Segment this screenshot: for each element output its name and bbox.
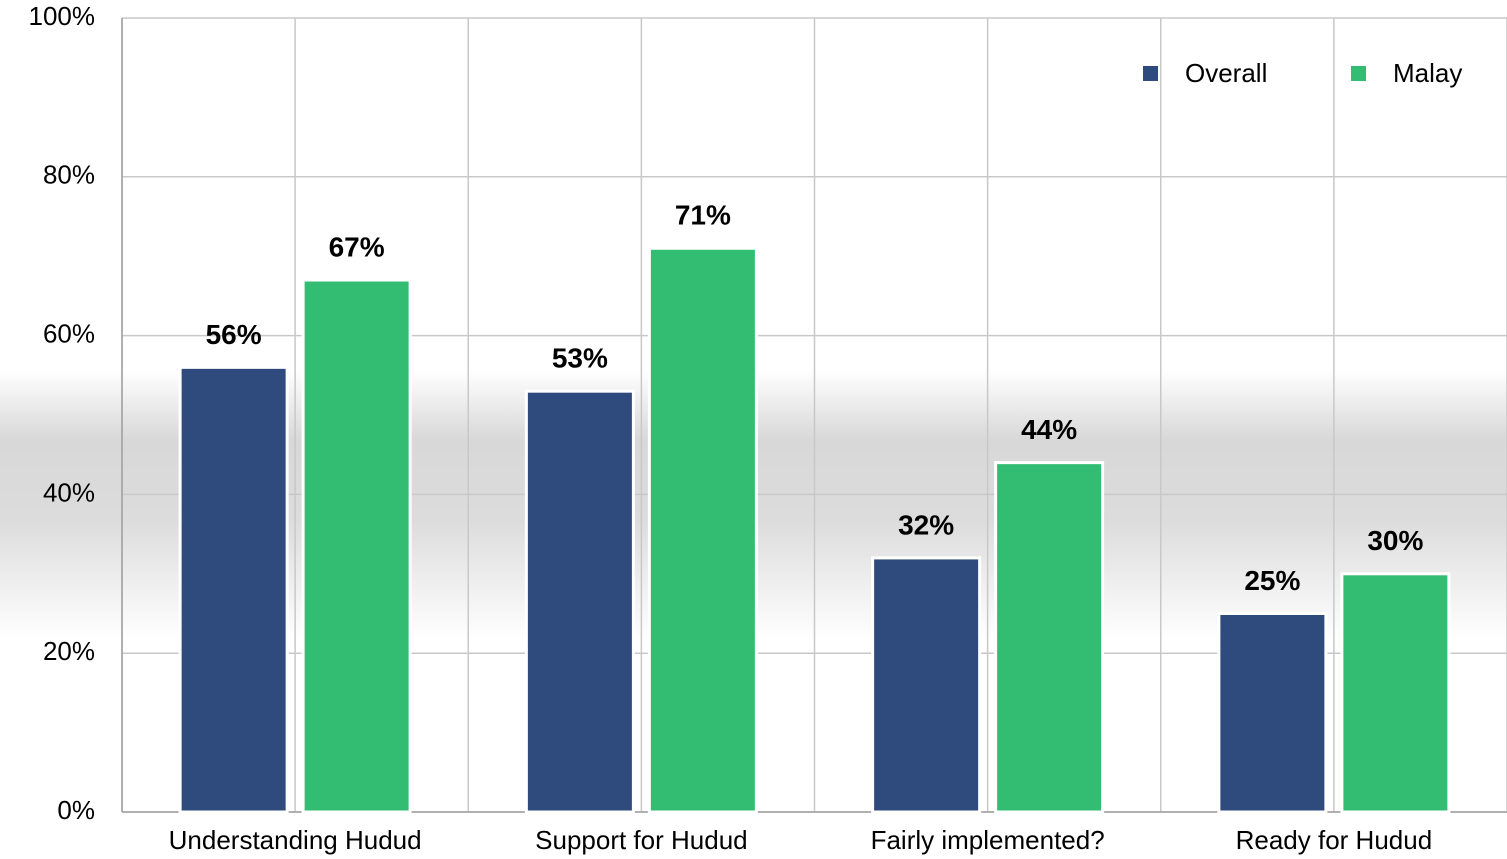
bar [1340,572,1451,814]
x-tick-label: Fairly implemented? [871,825,1105,855]
bar [871,556,982,814]
x-tick-label: Understanding Hudud [169,825,422,855]
y-tick-label: 0% [57,795,95,825]
y-tick-label: 40% [43,477,95,507]
data-label: 67% [329,231,385,262]
legend-swatch [1141,64,1160,83]
bar [524,389,635,814]
bar [994,461,1105,814]
legend-label: Overall [1185,58,1267,88]
data-label: 44% [1021,414,1077,445]
bar [1217,612,1328,814]
data-label: 30% [1367,525,1423,556]
x-tick-label: Ready for Hudud [1236,825,1433,855]
y-tick-label: 20% [43,636,95,666]
data-label: 32% [898,509,954,540]
bar [178,365,289,814]
legend-label: Malay [1393,58,1462,88]
data-label: 71% [675,200,731,231]
data-label: 56% [206,319,262,350]
x-tick-label: Support for Hudud [535,825,747,855]
legend-swatch [1349,64,1368,83]
y-tick-label: 60% [43,318,95,348]
y-tick-label: 80% [43,160,95,190]
bar [647,246,758,814]
y-tick-label: 100% [29,1,96,31]
data-label: 25% [1244,565,1300,596]
data-label: 53% [552,343,608,374]
bar [301,278,412,814]
